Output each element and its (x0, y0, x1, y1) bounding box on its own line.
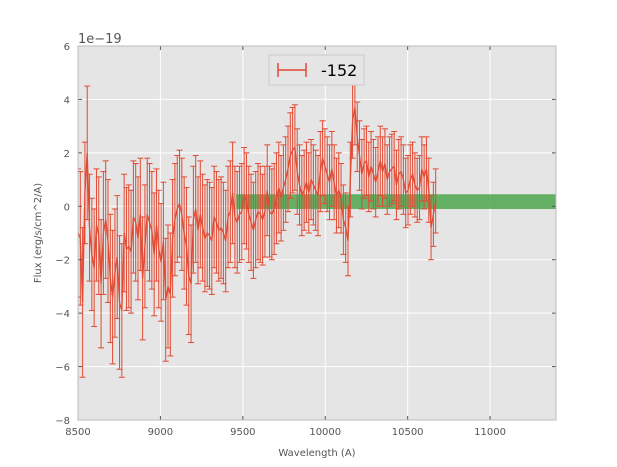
legend-label: -152 (321, 61, 357, 80)
series-group (78, 69, 439, 378)
x-tick-label: 10500 (392, 427, 424, 438)
y-tick-label: −4 (55, 309, 70, 320)
legend: -152 (268, 54, 365, 86)
y-tick-label: 0 (64, 202, 70, 213)
plot-frame (77, 45, 557, 421)
y-axis-label: Flux (erg/s/cm^2/A) (33, 183, 44, 283)
y-tick-label: 6 (64, 42, 70, 53)
y-tick-label: −2 (55, 256, 70, 267)
x-tick-label: 9500 (230, 427, 255, 438)
y-offset-label: 1e−19 (78, 32, 122, 47)
series-line (78, 107, 437, 311)
x-tick-label: 10000 (309, 427, 341, 438)
x-tick-label: 8500 (65, 427, 90, 438)
y-tick-label: 2 (64, 149, 70, 160)
y-tick-label: 4 (64, 95, 70, 106)
series-layer (78, 69, 439, 378)
y-tick-label: −8 (55, 416, 70, 427)
tick-layer: 8500 9000 9500 10000 10500 11000 −8 −6 −4 −2 0 2 4 6 (55, 42, 556, 438)
x-axis-label: Wavelength (A) (278, 448, 355, 459)
x-tick-label: 11000 (474, 427, 506, 438)
x-tick-label: 9000 (148, 427, 173, 438)
y-tick-label: −6 (55, 363, 70, 374)
